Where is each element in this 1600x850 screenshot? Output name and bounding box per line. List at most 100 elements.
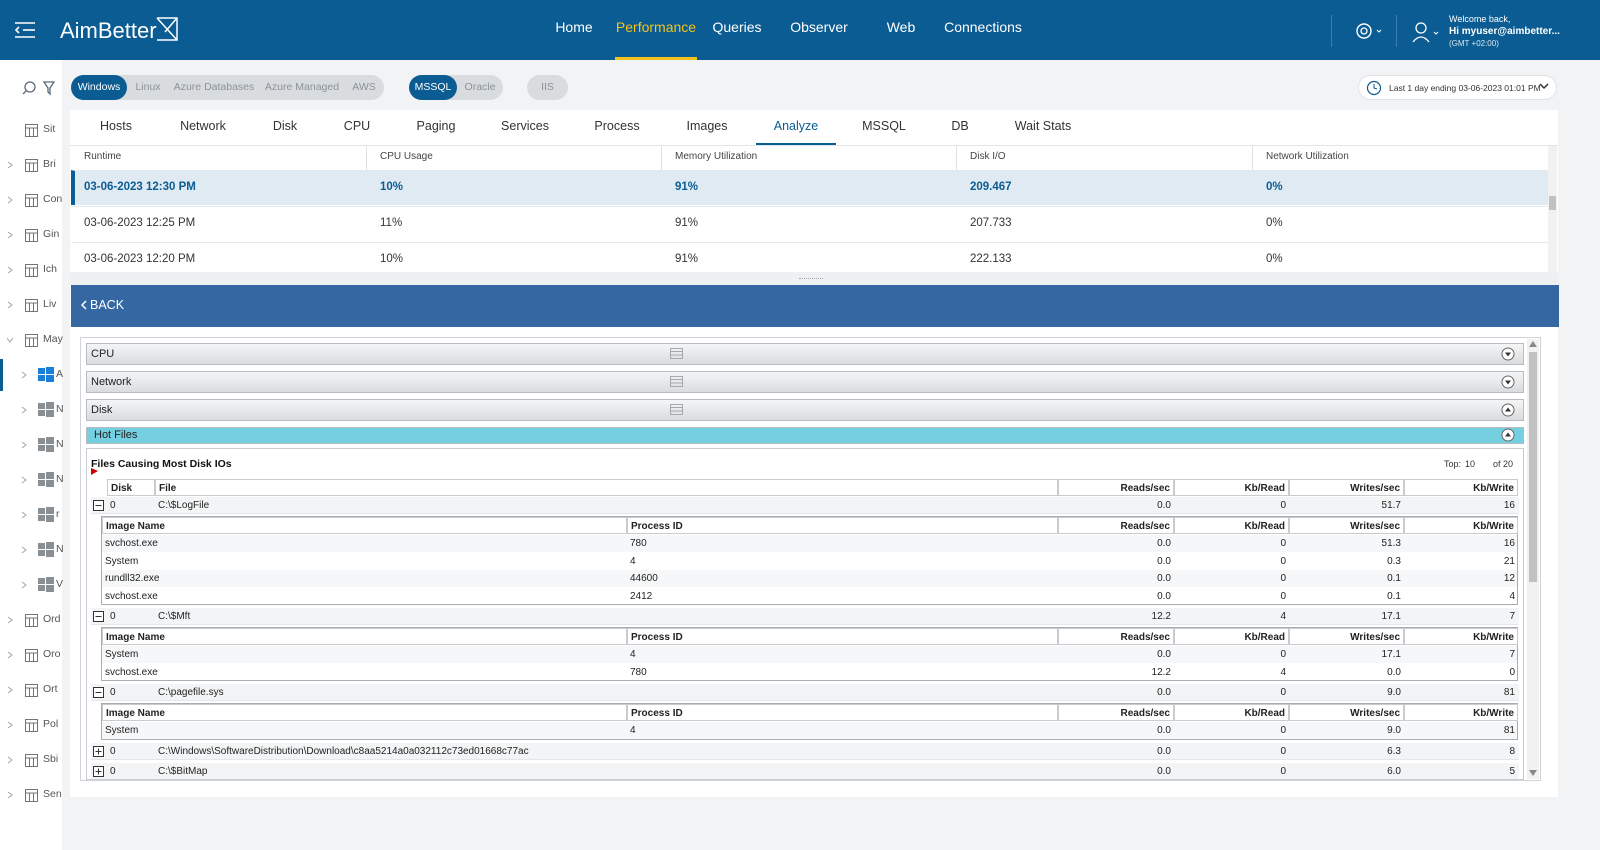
- sidebar-item[interactable]: Oro: [43, 648, 61, 660]
- sidebar-item[interactable]: N: [56, 438, 64, 450]
- sidebar-item[interactable]: Pol: [43, 718, 59, 730]
- expand-arrow[interactable]: [21, 546, 27, 554]
- tab[interactable]: Services: [501, 119, 549, 133]
- back-button[interactable]: BACK: [90, 298, 125, 312]
- section-header[interactable]: [86, 343, 1524, 365]
- user-name[interactable]: Hi myuser@aimbetter...: [1449, 26, 1560, 37]
- expand-arrow[interactable]: [7, 266, 13, 274]
- section-header[interactable]: [86, 427, 1524, 444]
- expand-toggle[interactable]: [93, 611, 104, 622]
- filter-option[interactable]: Azure Managed: [264, 81, 340, 93]
- filter-option[interactable]: MSSQL: [409, 75, 457, 100]
- tab[interactable]: Hosts: [100, 119, 132, 133]
- tab[interactable]: Analyze: [773, 119, 819, 133]
- expand-toggle[interactable]: [93, 745, 104, 757]
- scroll-down[interactable]: [1529, 770, 1537, 776]
- section-toggle[interactable]: [1501, 428, 1515, 442]
- sidebar-item[interactable]: Con: [43, 193, 63, 205]
- logo[interactable]: AimBetter: [60, 18, 157, 43]
- back-chevron[interactable]: [80, 300, 88, 310]
- tab[interactable]: MSSQL: [862, 119, 906, 133]
- runtime-row[interactable]: [71, 242, 1548, 277]
- expand-arrow[interactable]: [7, 616, 13, 624]
- settings-icon[interactable]: [1354, 20, 1384, 42]
- expand-arrow[interactable]: [21, 441, 27, 449]
- sidebar-item[interactable]: Ort: [43, 683, 58, 695]
- runtime-row[interactable]: [71, 170, 1548, 205]
- sidebar-item[interactable]: Liv: [43, 298, 57, 310]
- expand-arrow[interactable]: [21, 406, 27, 414]
- expand-toggle[interactable]: [93, 765, 104, 777]
- expand-arrow[interactable]: [7, 196, 13, 204]
- tab[interactable]: Disk: [272, 119, 298, 133]
- tab[interactable]: CPU: [343, 119, 371, 133]
- filter-option[interactable]: IIS: [541, 81, 554, 93]
- file-row[interactable]: [91, 742, 1519, 760]
- section-toggle[interactable]: [1501, 403, 1515, 417]
- sidebar-item[interactable]: Sen: [43, 788, 62, 800]
- expand-arrow[interactable]: [7, 721, 13, 729]
- runtime-row[interactable]: [71, 206, 1548, 241]
- sidebar-item[interactable]: N: [56, 473, 64, 485]
- filter-option[interactable]: AWS: [352, 81, 376, 93]
- sidebar-item[interactable]: N: [56, 403, 64, 415]
- tab[interactable]: DB: [951, 119, 969, 133]
- tab[interactable]: Images: [686, 119, 728, 133]
- filter-option[interactable]: Windows: [71, 75, 127, 100]
- tab[interactable]: Paging: [416, 119, 456, 133]
- expand-arrow[interactable]: [21, 476, 27, 484]
- section-header[interactable]: [86, 371, 1524, 393]
- sidebar-item[interactable]: r: [56, 508, 60, 520]
- file-row[interactable]: [91, 684, 1519, 701]
- sidebar-item[interactable]: Bri: [43, 158, 56, 170]
- sidebar-item[interactable]: Sbi: [43, 753, 59, 765]
- sidebar-item[interactable]: Ord: [43, 613, 61, 625]
- expand-arrow[interactable]: [7, 161, 13, 169]
- nav-link[interactable]: Queries: [712, 19, 762, 35]
- file-row[interactable]: [91, 608, 1519, 625]
- scroll-up[interactable]: [1529, 341, 1537, 347]
- expand-arrow[interactable]: [21, 581, 27, 589]
- section-toggle[interactable]: [1501, 375, 1515, 389]
- expand-arrow[interactable]: [7, 756, 13, 764]
- expand-toggle[interactable]: [93, 687, 104, 698]
- expand-arrow[interactable]: [7, 686, 13, 694]
- nav-link[interactable]: Connections: [944, 19, 1022, 35]
- nav-link[interactable]: Observer: [790, 19, 848, 35]
- filter-option[interactable]: Linux: [135, 81, 161, 93]
- sidebar-item[interactable]: A: [56, 368, 64, 380]
- search-filter-icons[interactable]: [20, 80, 60, 96]
- sidebar-item[interactable]: V: [56, 578, 64, 590]
- time-range[interactable]: Last 1 day ending 03-06-2023 01:01 PM: [1389, 83, 1541, 93]
- expand-arrow[interactable]: [7, 336, 13, 344]
- sidebar-item[interactable]: May: [43, 333, 63, 345]
- section-header[interactable]: [86, 399, 1524, 421]
- sidebar-item[interactable]: N: [56, 543, 64, 555]
- user-icon[interactable]: [1411, 20, 1445, 44]
- nav-link[interactable]: Performance: [615, 19, 697, 35]
- sidebar-item[interactable]: Sit: [43, 123, 56, 135]
- expand-arrow[interactable]: [21, 511, 27, 519]
- tab[interactable]: Wait Stats: [1014, 119, 1072, 133]
- sidebar-item[interactable]: Ich: [43, 263, 58, 275]
- expand-toggle[interactable]: [93, 500, 104, 511]
- time-range-picker[interactable]: [1358, 75, 1557, 100]
- filter-option[interactable]: Azure Databases: [173, 81, 255, 93]
- sidebar-item[interactable]: Gin: [43, 228, 60, 240]
- file-row[interactable]: [91, 762, 1519, 779]
- filter-option[interactable]: Oracle: [464, 81, 496, 93]
- menu-toggle[interactable]: [14, 20, 36, 40]
- nav-link[interactable]: Home: [555, 19, 593, 35]
- section-toggle[interactable]: [1501, 347, 1515, 361]
- expand-arrow[interactable]: [7, 301, 13, 309]
- file-row[interactable]: [91, 497, 1519, 514]
- expand-arrow[interactable]: [7, 651, 13, 659]
- expand-arrow[interactable]: [21, 371, 27, 379]
- expand-arrow[interactable]: [7, 791, 13, 799]
- expand-arrow[interactable]: [7, 231, 13, 239]
- nav-link[interactable]: Web: [886, 19, 916, 35]
- tab[interactable]: Process: [594, 119, 640, 133]
- tab[interactable]: Network: [180, 119, 226, 133]
- top-value[interactable]: 10: [1465, 459, 1476, 469]
- runtime-cell: 222.133: [970, 253, 1012, 265]
